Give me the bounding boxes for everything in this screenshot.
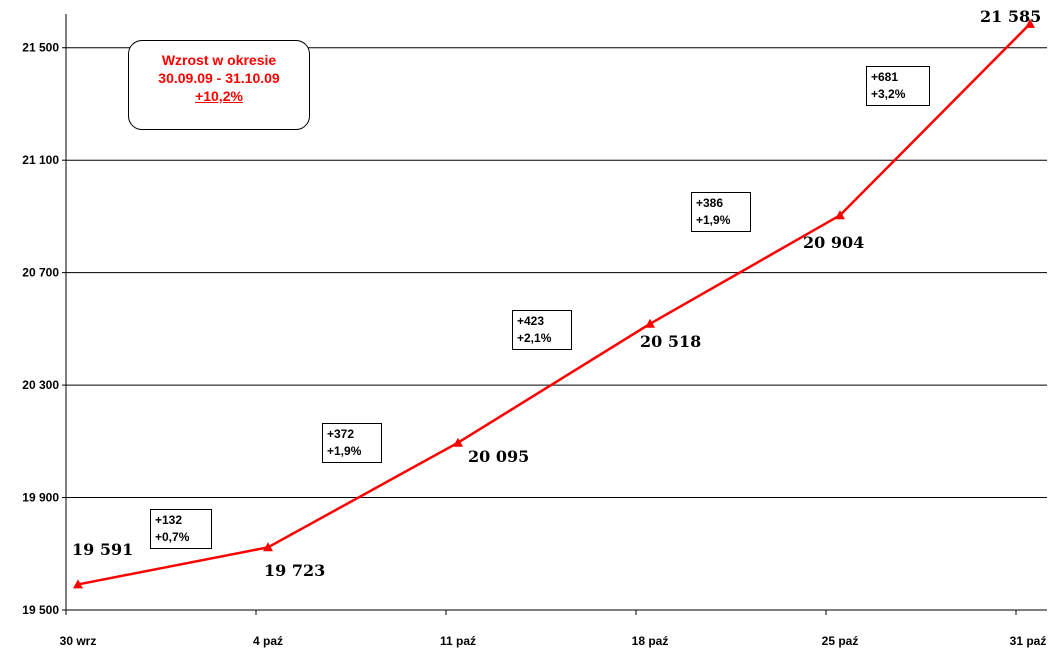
annotation-2-pct: +1,9% [327,444,362,458]
annotation-1-delta: +132 [155,513,183,527]
data-point-marker [1025,18,1035,28]
data-labels: 19 591 19 723 20 095 20 518 20 904 21 585 [72,7,1041,580]
annotation-1-pct: +0,7% [155,530,190,544]
data-label: 20 904 [803,233,864,252]
data-point-marker [453,437,463,447]
x-tick-label: 25 paź [822,634,859,648]
y-tick-label: 20 700 [22,266,59,280]
data-point-marker [645,318,655,328]
annotation-3-pct: +2,1% [517,331,552,345]
summary-box: Wzrost w okresie 30.09.09 - 31.10.09 +10… [128,40,310,130]
data-point-marker [835,210,845,220]
x-tick-label: 11 paź [440,634,476,648]
annotation-4-pct: +1,9% [696,213,731,227]
annotation-5-pct: +3,2% [871,87,906,101]
data-label: 21 585 [980,7,1041,26]
data-label: 20 518 [640,332,701,351]
series-line [77,22,1031,586]
annotation-box-1: +132 +0,7% [150,509,212,549]
x-tick-label: 4 paź [253,634,283,648]
data-point-marker [73,579,83,589]
annotation-box-4: +386 +1,9% [691,192,751,232]
series-layer [73,18,1035,589]
summary-line-2: 30.09.09 - 31.10.09 [158,70,280,86]
summary-line-3: +10,2% [195,88,243,104]
data-label: 19 723 [264,561,325,580]
x-tick-labels: 30 wrz 4 paź 11 paź 18 paź 25 paź 31 paź [60,634,1047,648]
y-tick-label: 21 500 [22,41,59,55]
annotation-4-delta: +386 [696,196,724,210]
annotation-5-delta: +681 [871,70,899,84]
annotation-3-delta: +423 [517,314,545,328]
y-tick-label: 19 500 [22,603,59,617]
y-tick-label: 19 900 [22,491,59,505]
y-tick-labels: 19 500 19 900 20 300 20 700 21 100 21 500 [22,41,59,617]
data-label: 19 591 [72,540,133,559]
x-tick-label: 18 paź [632,634,669,648]
x-tick-label: 31 paź [1010,634,1047,648]
y-tick-label: 20 300 [22,378,59,392]
data-point-marker [263,542,273,552]
summary-line-1: Wzrost w okresie [161,52,277,68]
annotation-box-2: +372 +1,9% [322,423,382,463]
annotation-box-5: +681 +3,2% [866,66,930,106]
annotation-2-delta: +372 [327,427,355,441]
annotation-box-3: +423 +2,1% [512,310,572,350]
x-tick-label: 30 wrz [60,634,97,648]
y-tick-label: 21 100 [22,153,59,167]
data-label: 20 095 [468,447,529,466]
